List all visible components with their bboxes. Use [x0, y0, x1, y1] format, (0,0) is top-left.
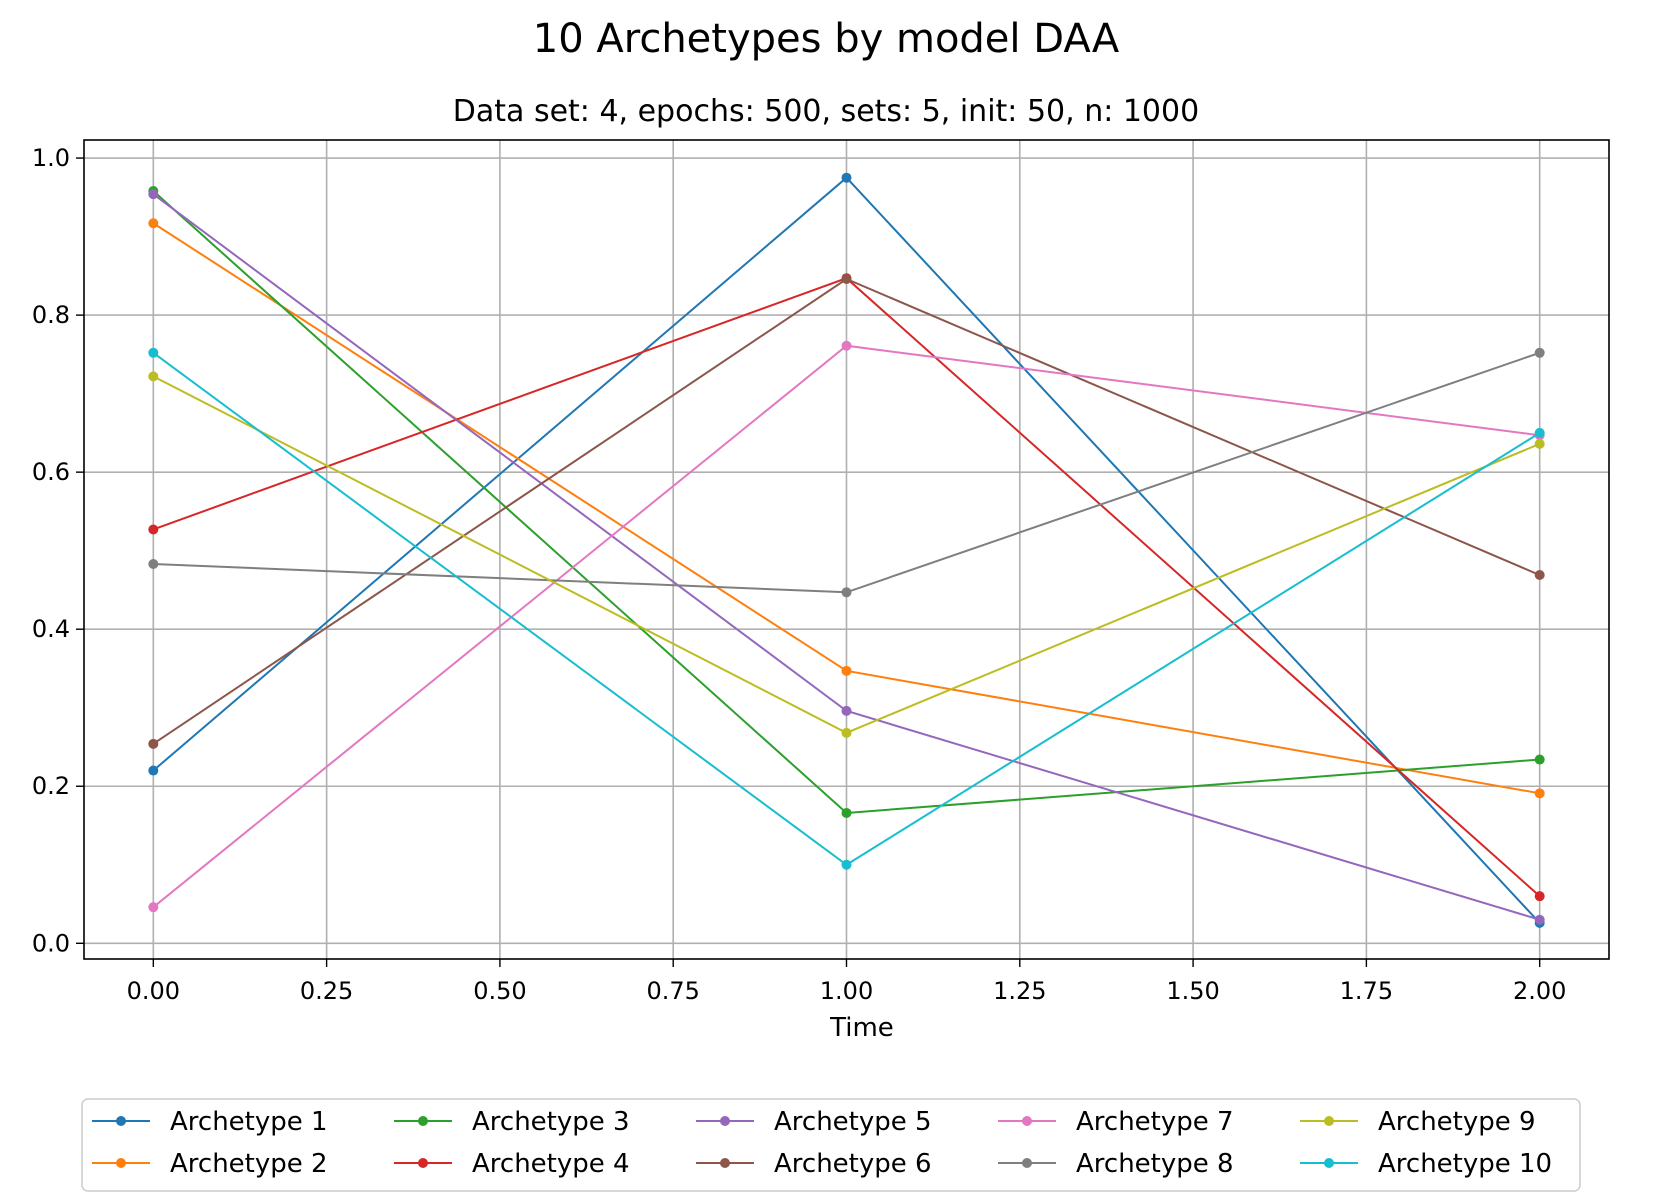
- legend-item: Archetype 4: [394, 1149, 630, 1179]
- data-point: [841, 273, 852, 284]
- legend-swatch-marker: [418, 1158, 428, 1168]
- data-point: [841, 705, 852, 716]
- x-tick-label: 0.25: [300, 977, 353, 1005]
- legend-item: Archetype 3: [394, 1107, 630, 1137]
- legend-item: Archetype 10: [1300, 1149, 1552, 1179]
- grid-lines: [84, 140, 1609, 959]
- x-axis-label: Time: [829, 1013, 894, 1043]
- data-point: [841, 172, 852, 183]
- legend-label: Archetype 9: [1378, 1107, 1536, 1137]
- legend-swatch-marker: [720, 1158, 730, 1168]
- data-point: [1534, 427, 1545, 438]
- legend-label: Archetype 4: [472, 1149, 630, 1179]
- data-point: [148, 218, 159, 229]
- data-point: [148, 738, 159, 749]
- legend-item: Archetype 7: [998, 1107, 1234, 1137]
- x-tick-label: 1.50: [1166, 977, 1219, 1005]
- legend-swatch-marker: [116, 1158, 126, 1168]
- series-archetype-5: [148, 189, 1545, 925]
- data-point: [1534, 570, 1545, 581]
- legend-label: Archetype 2: [170, 1149, 328, 1179]
- data-point: [841, 665, 852, 676]
- data-point: [148, 524, 159, 535]
- data-point: [841, 340, 852, 351]
- data-point: [148, 371, 159, 382]
- legend-swatch-marker: [418, 1116, 428, 1126]
- legend-item: Archetype 2: [92, 1149, 328, 1179]
- data-point: [841, 859, 852, 870]
- data-point: [1534, 438, 1545, 449]
- x-tick-label: 0.00: [127, 977, 180, 1005]
- y-axis: 0.0 0.2 0.4 0.6 0.8 1.0: [32, 144, 84, 957]
- data-point: [148, 559, 159, 570]
- x-axis: 0.00 0.25 0.50 0.75 1.00 1.25 1.50 1.75 2.00: [127, 959, 1566, 1005]
- x-tick-label: 2.00: [1513, 977, 1566, 1005]
- data-point: [148, 902, 159, 913]
- legend-label: Archetype 5: [774, 1107, 932, 1137]
- x-tick-label: 1.75: [1340, 977, 1393, 1005]
- x-tick-label: 1.25: [993, 977, 1046, 1005]
- data-point: [148, 347, 159, 358]
- legend-swatch-marker: [720, 1116, 730, 1126]
- series-archetype-10: [148, 347, 1545, 870]
- legend-swatch-marker: [1324, 1116, 1334, 1126]
- chart-subtitle: Data set: 4, epochs: 500, sets: 5, init:…: [453, 94, 1199, 129]
- legend-item: Archetype 6: [696, 1149, 932, 1179]
- data-point: [841, 807, 852, 818]
- series-archetype-2: [148, 218, 1545, 799]
- legend-swatch-marker: [1022, 1116, 1032, 1126]
- legend-label: Archetype 3: [472, 1107, 630, 1137]
- chart-title: 10 Archetypes by model DAA: [533, 16, 1120, 62]
- legend-swatch-marker: [116, 1116, 126, 1126]
- data-point: [841, 587, 852, 598]
- x-tick-label: 0.50: [473, 977, 526, 1005]
- y-tick-label: 1.0: [32, 144, 70, 172]
- data-point: [148, 765, 159, 776]
- y-tick-label: 0.6: [32, 458, 70, 486]
- legend-label: Archetype 10: [1378, 1149, 1552, 1179]
- data-point: [841, 727, 852, 738]
- x-tick-label: 0.75: [646, 977, 699, 1005]
- y-tick-label: 0.2: [32, 772, 70, 800]
- legend-swatch-marker: [1022, 1158, 1032, 1168]
- legend-label: Archetype 8: [1076, 1149, 1234, 1179]
- legend-swatch-marker: [1324, 1158, 1334, 1168]
- data-point: [1534, 347, 1545, 358]
- data-point: [1534, 788, 1545, 799]
- series-archetype-6: [148, 273, 1545, 749]
- data-point: [1534, 891, 1545, 902]
- legend-item: Archetype 5: [696, 1107, 932, 1137]
- legend: Archetype 1 Archetype 2 Archetype 3 Archety…: [81, 1098, 1581, 1192]
- legend-item: Archetype 1: [92, 1107, 328, 1137]
- series-archetype-8: [148, 347, 1545, 598]
- legend-item: Archetype 8: [998, 1149, 1234, 1179]
- legend-label: Archetype 7: [1076, 1107, 1234, 1137]
- data-point: [1534, 754, 1545, 765]
- y-tick-label: 0.0: [32, 929, 70, 957]
- legend-item: Archetype 9: [1300, 1107, 1536, 1137]
- y-tick-label: 0.4: [32, 615, 70, 643]
- legend-label: Archetype 1: [170, 1107, 328, 1137]
- data-point: [1534, 914, 1545, 925]
- series-layer: [148, 172, 1545, 928]
- y-tick-label: 0.8: [32, 301, 70, 329]
- data-point: [148, 189, 159, 200]
- legend-label: Archetype 6: [774, 1149, 932, 1179]
- x-tick-label: 1.00: [820, 977, 873, 1005]
- series-archetype-9: [148, 371, 1545, 738]
- legend-frame: [81, 1098, 1581, 1192]
